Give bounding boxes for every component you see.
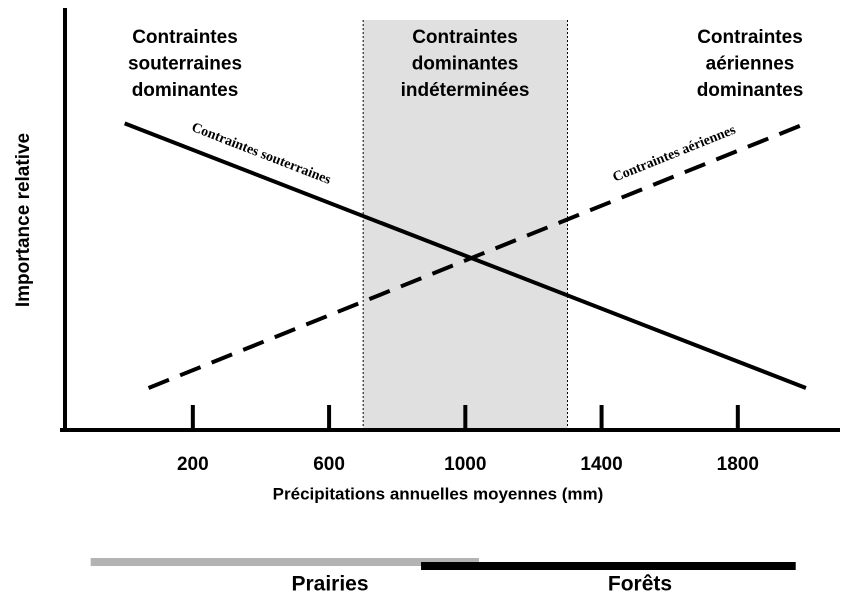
x-tick-label: 200 [177,454,209,475]
line [147,121,807,390]
region-label: Contraintes [697,27,803,48]
line [123,121,807,390]
x-tick-label: 1800 [717,454,759,475]
region-label: souterraines [128,54,242,75]
region-label: aériennes [706,54,795,75]
region-label: Contraintes [412,27,518,48]
region-label: dominantes [132,80,239,101]
x-tick-label: 600 [313,454,345,475]
x-tick-label: 1400 [580,454,622,475]
y-axis-label: Importance relative [13,133,34,307]
region-label: Contraintes [132,27,238,48]
region-label: dominantes [412,54,519,75]
x-tick-label: 1000 [444,454,486,475]
range-label: Prairies [291,573,368,596]
line-label: Contraintes aériennes [611,122,739,185]
region-label: indéterminées [401,80,530,101]
shaded-band [363,20,568,430]
region-label: dominantes [697,80,804,101]
range-label: Forêts [608,573,672,596]
x-axis-label: Précipitations annuelles moyennes (mm) [273,484,604,503]
